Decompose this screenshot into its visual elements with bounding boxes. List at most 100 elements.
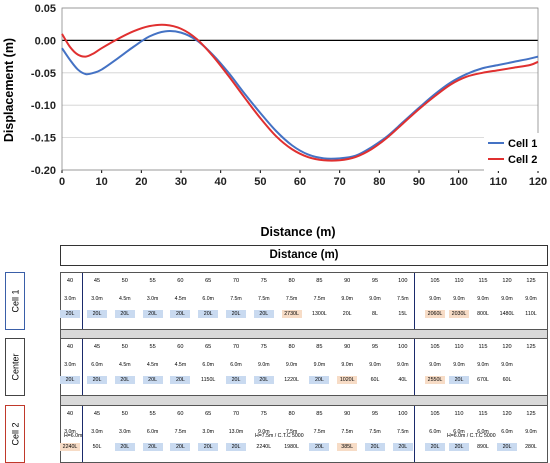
cell-position: 50 — [121, 344, 128, 350]
y-tick-label: 0.00 — [35, 35, 56, 47]
cell-volume: 15L — [398, 311, 408, 317]
cell-position: 125 — [526, 278, 536, 284]
y-tick-label: -0.15 — [31, 133, 56, 145]
x-tick-label: 70 — [334, 176, 346, 188]
cell-volume: 20L — [309, 376, 330, 384]
cell-length: 7.5m — [397, 296, 409, 302]
cell-length: 3.0m — [146, 296, 159, 302]
legend-label-cell1: Cell 1 — [508, 138, 537, 150]
cell-position: 125 — [526, 344, 536, 350]
cell-length: 9.0m — [501, 296, 513, 302]
cell-length: 7.5m — [313, 296, 326, 302]
cell-volume: 2550L — [425, 376, 445, 384]
cell-volume: 20L — [170, 376, 191, 384]
y-tick-label: -0.20 — [31, 165, 56, 177]
cell-volume: 20L — [392, 443, 413, 451]
cell-volume: 800L — [477, 311, 489, 317]
cell-position: 110 — [454, 411, 464, 417]
cell-position: 70 — [232, 344, 240, 350]
cell-position: 85 — [316, 278, 323, 284]
cell-position: 90 — [344, 278, 351, 284]
cell-position: 60 — [177, 278, 184, 284]
cell-length: 3.0m — [64, 296, 76, 302]
cell-position: 40 — [66, 344, 74, 350]
cell-length: 7.5m — [285, 429, 298, 435]
cell-volume: 20L — [142, 310, 163, 318]
cell-volume: 20L — [198, 310, 219, 318]
cell-length: 9.0m — [429, 296, 441, 302]
cell-volume: 20L — [253, 310, 274, 318]
cell-volume: 2030L — [449, 310, 469, 318]
cell-length: 3.0m — [64, 362, 76, 368]
cell-volume: 110L — [525, 311, 537, 317]
row-label: Cell 2 — [5, 405, 25, 463]
grouting-table: Distance (m) 40 3.0m 20L 45 3.0m 20L 50 4.5m 20L… — [60, 245, 548, 463]
cell-length: 13.0m — [228, 429, 244, 435]
cell-length: 6.0m — [230, 362, 242, 368]
cell-volume: 2060L — [425, 310, 445, 318]
cell-position: 90 — [344, 344, 351, 350]
cell-position: 125 — [526, 411, 536, 417]
cell-length: 9.0m — [313, 362, 326, 368]
cell-volume: 20L — [449, 376, 469, 384]
series-line-1 — [61, 30, 539, 160]
cell-length: 6.0m — [202, 362, 214, 368]
cell-length: 9.0m — [369, 296, 381, 302]
cell-position: 55 — [149, 411, 156, 417]
cell-length: 6.0m — [477, 429, 489, 435]
cell-position: 45 — [93, 411, 101, 417]
cell-volume: 20L — [142, 443, 163, 451]
cell-volume: 20L — [226, 376, 246, 384]
chart-series — [61, 23, 539, 162]
cell-position: 100 — [398, 344, 408, 350]
cell-length: 7.5m — [369, 429, 381, 435]
footer-label: H=6.0m — [64, 433, 83, 439]
cell-length: 4.5m — [174, 362, 187, 368]
x-tick-label: 40 — [215, 176, 227, 188]
cell-position: 50 — [121, 411, 128, 417]
cell-length: 6.0m — [202, 296, 214, 302]
table-row — [60, 338, 548, 396]
cell-volume: 20L — [114, 310, 135, 318]
cell-volume: 20L — [253, 376, 274, 384]
x-tick-label: 90 — [413, 176, 425, 188]
cell-length: 3.0m — [202, 429, 214, 435]
cell-volume: 1300L — [312, 311, 327, 317]
cell-volume: 670L — [477, 377, 489, 383]
cell-length: 6.0m — [501, 429, 513, 435]
cell-volume: 1480L — [499, 311, 515, 317]
row-label: Cell 1 — [5, 272, 25, 330]
displacement-chart: 0.05 0.00 -0.05 -0.10 -0.15 -0.200 10 20 30 40 50 6… — [2, 3, 547, 239]
x-tick-label: 60 — [294, 176, 306, 188]
cell-position: 95 — [371, 344, 379, 350]
x-tick-label: 120 — [529, 176, 547, 188]
cell-volume: 20L — [142, 376, 163, 384]
cell-length: 3.0m — [91, 429, 103, 435]
cell-position: 105 — [430, 411, 440, 417]
x-tick-label: 110 — [489, 176, 507, 188]
cell-position: 120 — [502, 411, 512, 417]
cell-position: 50 — [121, 278, 128, 284]
cell-length: 9.0m — [341, 296, 353, 302]
cell-volume: 20L — [226, 310, 246, 318]
cell-length: 9.0m — [369, 362, 381, 368]
cell-position: 75 — [260, 278, 267, 284]
cell-volume: 20L — [87, 310, 107, 318]
section-divider — [414, 273, 415, 329]
cell-volume: 20L — [60, 376, 80, 384]
series-line-2 — [61, 23, 539, 162]
x-tick-label: 0 — [59, 176, 65, 188]
cell-length: 7.5m — [313, 429, 326, 435]
section-divider — [414, 406, 415, 462]
cell-volume: 20L — [170, 443, 191, 451]
cell-position: 65 — [205, 278, 212, 284]
cell-position: 45 — [93, 278, 101, 284]
x-tick-label: 30 — [175, 176, 187, 188]
cell-position: 65 — [205, 411, 212, 417]
footer-label: H=6.0m / C.T.C 5000 — [447, 433, 496, 439]
cell-length: 7.5m — [174, 429, 187, 435]
cell-position: 80 — [288, 344, 295, 350]
cell-length: 9.0m — [525, 296, 537, 302]
cell-length: 9.0m — [525, 429, 537, 435]
cell-position: 95 — [371, 278, 379, 284]
